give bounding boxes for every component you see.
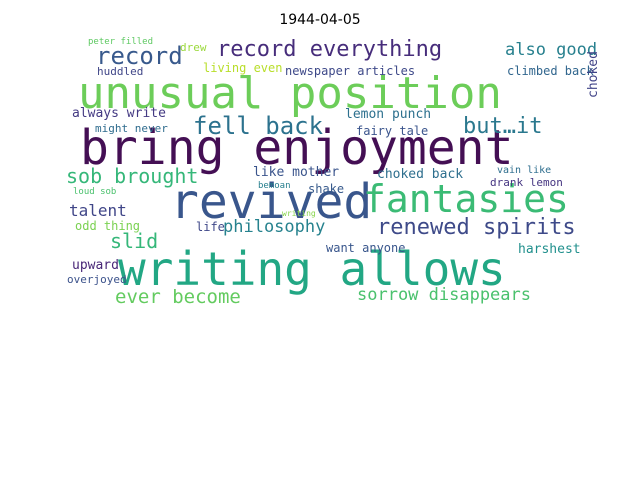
word-ever-become: ever become xyxy=(115,286,241,308)
word-living-even: living even xyxy=(203,61,283,75)
word-renewed-spirits: renewed spirits xyxy=(377,215,576,240)
word-philosophy: philosophy xyxy=(223,217,326,237)
word-drank-lemon: drank lemon xyxy=(490,176,563,189)
word-want-anyone: want anyone xyxy=(326,241,406,255)
word-always-write: always write xyxy=(72,106,166,121)
word-bemoan: bemoan xyxy=(258,181,291,191)
word-life: life xyxy=(196,220,225,234)
word-choked-back: choked back xyxy=(377,167,464,182)
word-odd-thing: odd thing xyxy=(75,219,141,233)
word-shake: shake xyxy=(308,182,345,196)
word-newspaper-articles: newspaper articles xyxy=(285,64,416,78)
word-writing: writing xyxy=(282,209,316,218)
word-drew: drew xyxy=(180,41,207,54)
word-sob-brought: sob brought xyxy=(66,164,199,188)
word-slid: slid xyxy=(110,229,159,253)
word-loud-sob: loud sob xyxy=(73,187,117,197)
word-harshest: harshest xyxy=(518,242,581,257)
word-talent: talent xyxy=(69,201,127,220)
chart-title: 1944-04-05 xyxy=(279,12,361,28)
word-like-mother: like mother xyxy=(253,165,340,180)
word-climbed-back: climbed back xyxy=(507,64,594,78)
word-huddled: huddled xyxy=(97,65,144,78)
word-record-everything: record everything xyxy=(217,37,443,62)
word-writing-allows: writing allows xyxy=(118,242,506,296)
word-might-never: might never xyxy=(95,122,168,135)
word-unusual-position: unusual position xyxy=(78,68,502,119)
word-lemon-punch: lemon punch xyxy=(345,107,432,122)
word-fell-back: fell back xyxy=(193,112,324,140)
word-fantasies: fantasies xyxy=(363,177,569,221)
word-record: record xyxy=(96,42,183,70)
word-peter-filled: peter filled xyxy=(88,37,154,47)
word-but-it: but…it xyxy=(463,114,543,139)
word-cloud: unusual position bring enjoyment revived… xyxy=(60,36,620,320)
word-choked: choked xyxy=(586,51,601,98)
word-bring-enjoyment: bring enjoyment xyxy=(80,120,514,176)
word-sorrow-disappears: sorrow disappears xyxy=(357,285,531,305)
word-revived: revived xyxy=(170,174,373,230)
word-vain-like: vain like xyxy=(497,165,552,176)
word-upward: upward xyxy=(72,258,119,273)
word-also-good: also good xyxy=(505,40,598,60)
word-overjoyed: overjoyed xyxy=(67,273,127,286)
word-fairy-tale: fairy tale xyxy=(356,124,429,138)
